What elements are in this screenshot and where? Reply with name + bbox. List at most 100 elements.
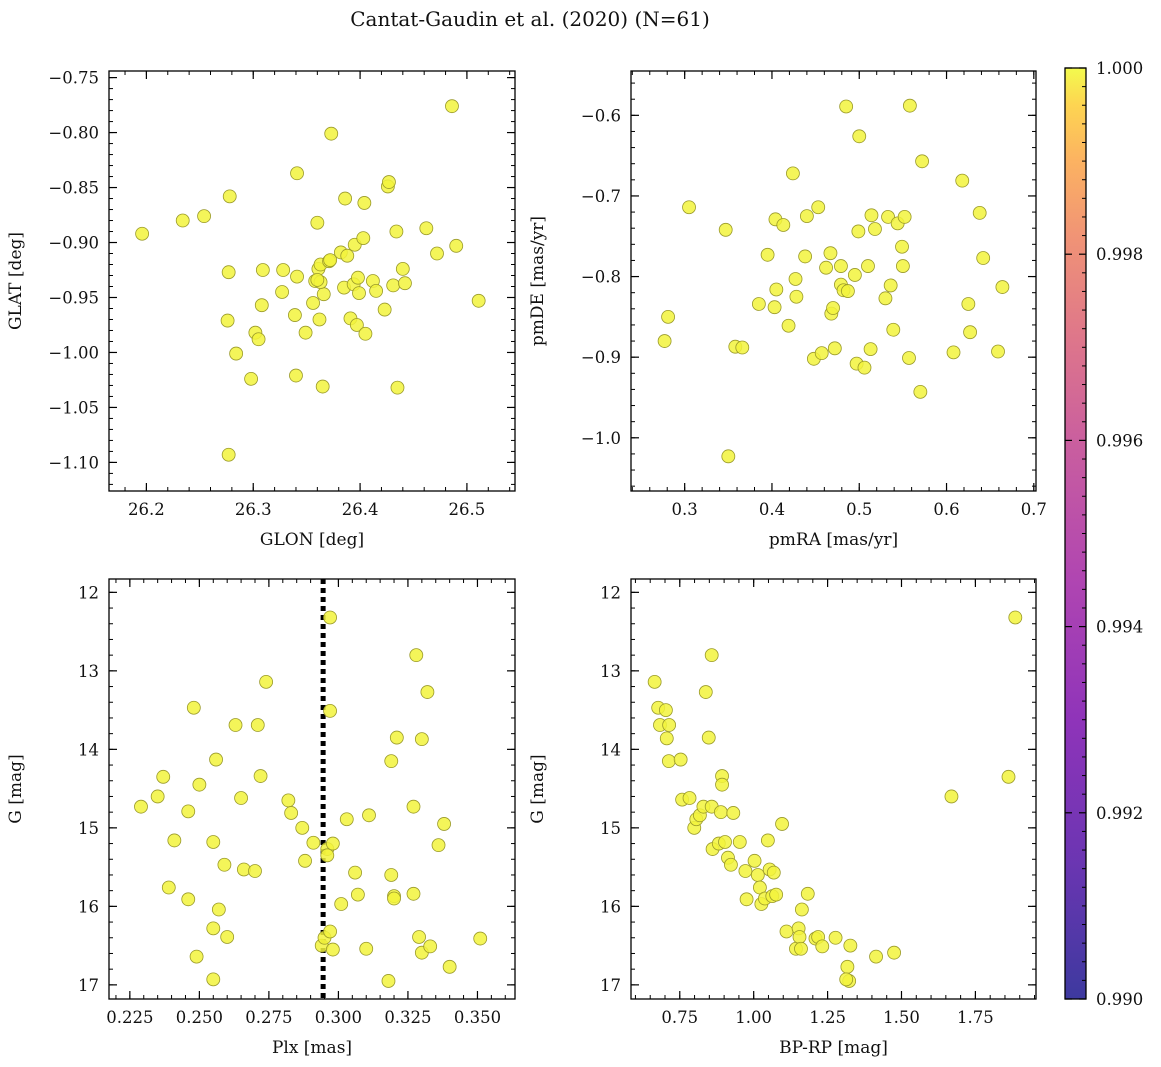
scatter-point: [316, 287, 331, 302]
y-tick-label: 17: [600, 976, 621, 995]
scatter-point: [902, 98, 917, 113]
figure-title: Cantat-Gaudin et al. (2020) (N=61): [350, 7, 710, 31]
scatter-point: [306, 296, 320, 310]
scatter-point: [946, 345, 961, 360]
scatter-point: [161, 880, 176, 895]
scatter-point: [253, 769, 268, 783]
y-tick-label: 13: [600, 662, 621, 681]
x-tick-label: 1.50: [883, 1008, 920, 1027]
scatter-point: [348, 865, 363, 880]
scatter-point: [430, 246, 444, 261]
x-tick-label: 26.5: [449, 500, 486, 519]
scatter-point: [150, 789, 165, 804]
scatter-point: [647, 674, 662, 689]
scatter-point: [868, 222, 882, 236]
x-tick-label: 1.00: [735, 1008, 772, 1027]
scatter-point: [826, 301, 840, 315]
scatter-point: [310, 273, 325, 287]
scatter-point: [359, 941, 374, 956]
scatter-point: [995, 280, 1010, 294]
y-tick-label: −0.80: [48, 124, 99, 143]
y-tick-label: −1.10: [48, 453, 99, 472]
axes-frame: [630, 70, 1037, 492]
axes-frame: [630, 578, 1037, 1000]
scatter-point: [290, 269, 304, 284]
scatter-point: [961, 297, 976, 311]
y-tick-label: −0.95: [48, 288, 99, 307]
scatter-point: [698, 685, 713, 699]
scatter-point: [878, 291, 893, 306]
colorbar-tick-label: 1.000: [1096, 59, 1143, 78]
scatter-point: [662, 718, 677, 732]
scatter-point: [289, 368, 303, 383]
scatter-point: [338, 191, 353, 206]
scatter-point: [420, 685, 435, 699]
scatter-point: [852, 129, 867, 144]
axes-frame: [108, 578, 516, 1000]
scatter-point: [701, 730, 716, 745]
y-tick-label: −0.7: [581, 187, 621, 206]
y-tick-label: −1.00: [48, 343, 99, 362]
scatter-point: [760, 247, 775, 262]
scatter-point: [352, 286, 366, 300]
x-tick-label: 0.75: [661, 1008, 698, 1027]
scatter-point: [661, 754, 676, 769]
scatter-point: [811, 200, 826, 215]
scatter-point: [298, 325, 313, 340]
scatter-point: [206, 835, 221, 849]
scatter-point: [312, 312, 327, 327]
scatter-point: [251, 332, 266, 347]
scatter-point: [334, 897, 349, 911]
scatter-point: [362, 808, 376, 823]
scatter-point: [356, 231, 371, 246]
scatter-point: [887, 945, 902, 960]
scatter-point: [325, 942, 340, 957]
scatter-point: [351, 270, 365, 285]
scatter-panel-4: 0.75 1.00 1.25 1.50 1.75 12 13 14 15 16 17 BP-RP [m…: [528, 578, 1037, 1058]
scatter-point: [1008, 610, 1023, 625]
scatter-point: [349, 318, 364, 332]
scatter-point: [295, 820, 310, 835]
scatter-point: [255, 263, 270, 277]
colorbar-gradient: [1065, 68, 1086, 999]
y-axis-label: G [mag]: [528, 754, 548, 823]
x-axis-label: BP-RP [mag]: [779, 1038, 888, 1058]
scatter-point: [381, 974, 396, 988]
scatter-point: [794, 941, 808, 956]
scatter-point: [788, 272, 803, 286]
scatter-point: [387, 891, 401, 906]
scatter-point: [843, 938, 858, 953]
scatter-point: [192, 777, 207, 792]
y-tick-label: 16: [600, 897, 621, 916]
scatter-point: [222, 189, 237, 204]
scatter-point: [913, 384, 928, 399]
scatter-point: [275, 285, 289, 299]
scatter-point: [197, 209, 211, 224]
scatter-point: [657, 334, 672, 348]
scatter-point: [883, 278, 898, 293]
scatter-point: [390, 380, 405, 395]
scatter-point: [781, 318, 796, 333]
scatter-point: [471, 293, 486, 308]
y-tick-label: −0.9: [581, 348, 621, 367]
y-tick-label: 15: [78, 819, 99, 838]
scatter-point: [281, 793, 296, 808]
y-tick-label: 12: [600, 583, 621, 602]
x-tick-label: 0.350: [454, 1008, 501, 1027]
y-tick-label: 16: [78, 897, 99, 916]
scatter-point: [682, 200, 696, 215]
colorbar-tick-label: 0.996: [1096, 431, 1143, 450]
x-tick-label: 0.6: [933, 500, 959, 519]
scatter-point: [234, 791, 248, 805]
scatter-point: [350, 887, 365, 902]
scatter-point: [382, 175, 396, 189]
scatter-point: [325, 836, 340, 851]
scatter-point: [718, 222, 733, 237]
y-tick-label: −0.85: [48, 179, 99, 198]
scatter-point: [840, 959, 855, 974]
scatter-point: [713, 805, 728, 820]
scatter-point: [189, 949, 204, 964]
scatter-point: [661, 309, 675, 324]
y-axis-label: GLAT [deg]: [6, 232, 26, 330]
